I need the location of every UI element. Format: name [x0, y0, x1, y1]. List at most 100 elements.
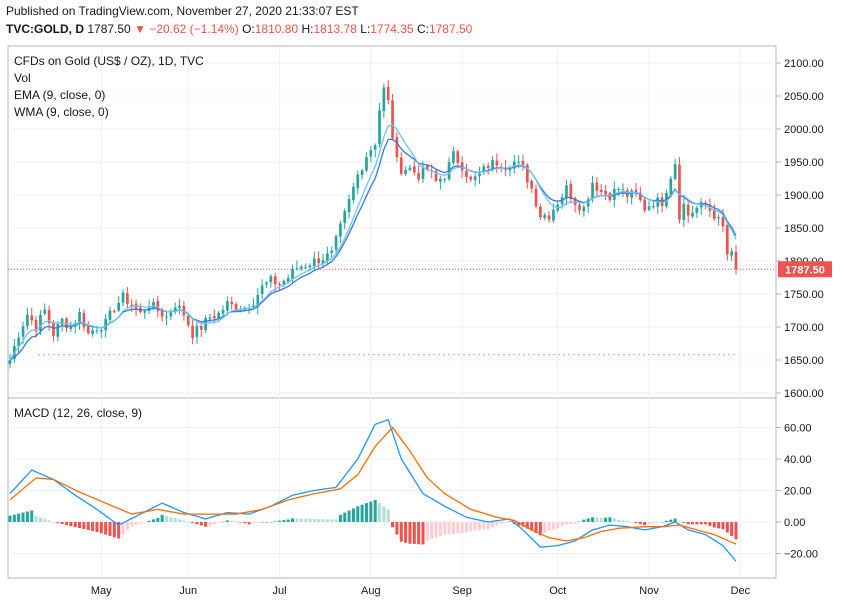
ema-line: [9, 138, 737, 361]
histogram-bar: [195, 522, 199, 525]
wma-line: [9, 124, 737, 361]
histogram-bar: [317, 519, 321, 522]
histogram-bar: [638, 522, 642, 525]
candle-body: [512, 161, 516, 169]
candle-series: [8, 79, 738, 369]
histogram-bar: [225, 520, 229, 522]
histogram-bar: [321, 519, 325, 522]
macd-title: MACD (12, 26, close, 9): [14, 406, 142, 420]
candle-body: [569, 184, 573, 199]
candle-body: [186, 315, 190, 326]
histogram-bar: [508, 521, 512, 522]
candle-body: [199, 325, 203, 330]
candle-body: [221, 309, 225, 314]
histogram-bar: [204, 522, 208, 527]
histogram-bar: [482, 522, 486, 530]
histogram-bar: [238, 522, 242, 523]
histogram-bar: [343, 512, 347, 522]
histogram-bar: [556, 522, 560, 529]
histogram-bar: [295, 518, 299, 522]
histogram-bar: [147, 520, 151, 522]
histogram-bar: [325, 519, 329, 522]
candle-body: [204, 317, 207, 331]
candle-body: [265, 282, 268, 285]
candle-body: [539, 206, 542, 218]
candle-body: [239, 310, 242, 312]
histogram-bar: [551, 522, 555, 530]
macd-tick-label: 40.00: [784, 454, 812, 466]
histogram-bar: [312, 518, 316, 522]
legend-vol: Vol: [14, 71, 31, 85]
candle-body: [156, 300, 160, 312]
histogram-bar: [586, 518, 590, 522]
close-label: C:: [416, 22, 429, 36]
histogram-bar: [351, 508, 355, 522]
last-price-tag: 1787.50: [785, 264, 825, 276]
histogram-bar: [577, 521, 582, 523]
candle-body: [473, 176, 477, 181]
price-tick-label: 1650.00: [784, 355, 824, 367]
histogram-bar: [604, 517, 608, 522]
time-tick-label: Dec: [731, 585, 751, 597]
high-value: 1813.78: [313, 22, 357, 36]
histogram-bar: [278, 520, 282, 522]
candle-body: [295, 268, 299, 270]
candle-body: [208, 317, 212, 320]
histogram-bar: [112, 522, 116, 538]
histogram-bar: [143, 522, 147, 523]
histogram-bar: [251, 522, 255, 524]
candle-body: [521, 160, 525, 165]
grid-lines: [8, 46, 776, 578]
candle-body: [421, 166, 425, 179]
candle-body: [256, 294, 260, 307]
candle-body: [347, 198, 351, 213]
candle-body: [630, 190, 634, 198]
histogram-bar: [734, 522, 738, 540]
candle-body: [17, 337, 21, 347]
macd-tick-label: 0.00: [784, 517, 805, 529]
macd-axis: 60.00 40.00 20.00 0.00 −20.00: [776, 423, 818, 561]
candle-body: [82, 312, 86, 328]
candle-body: [425, 165, 429, 170]
macd-tick-label: −20.00: [784, 549, 818, 561]
histogram-bar: [304, 518, 308, 522]
histogram-bar: [573, 522, 577, 524]
histogram-bar: [391, 522, 395, 528]
histogram-bar: [73, 522, 77, 528]
candle-body: [78, 311, 81, 323]
histogram-bar: [547, 522, 551, 531]
histogram-bar: [708, 522, 712, 526]
candle-body: [482, 166, 486, 173]
candle-body: [173, 307, 177, 313]
candle-body: [330, 250, 334, 253]
candle-body: [591, 182, 594, 199]
price-tick-label: 1900.00: [784, 190, 824, 202]
candle-body: [452, 151, 455, 163]
candle-body: [647, 206, 651, 210]
histogram-bar: [230, 520, 234, 522]
histogram-bar: [630, 522, 634, 523]
candle-body: [378, 110, 381, 145]
histogram-bar: [56, 522, 60, 524]
candle-body: [234, 303, 238, 312]
candle-body: [391, 100, 394, 139]
histogram-bar: [191, 522, 195, 523]
time-axis: May Jun Jul Aug Sep Oct Nov Dec: [91, 585, 751, 597]
candle-body: [586, 199, 590, 207]
candle-body: [517, 161, 520, 163]
candle-body: [56, 324, 60, 337]
candle-body: [382, 87, 386, 111]
histogram-bar: [347, 510, 351, 522]
candle-body: [469, 176, 473, 180]
histogram-bar: [17, 513, 21, 522]
histogram-bar: [651, 522, 655, 524]
candle-body: [465, 170, 468, 178]
histogram-bar: [151, 519, 155, 522]
candle-body: [621, 189, 625, 191]
low-value: 1774.35: [370, 22, 414, 36]
candle-body: [578, 205, 581, 211]
histogram-bar: [721, 522, 725, 530]
time-tick-label: Nov: [639, 585, 659, 597]
histogram-bar: [95, 522, 99, 532]
